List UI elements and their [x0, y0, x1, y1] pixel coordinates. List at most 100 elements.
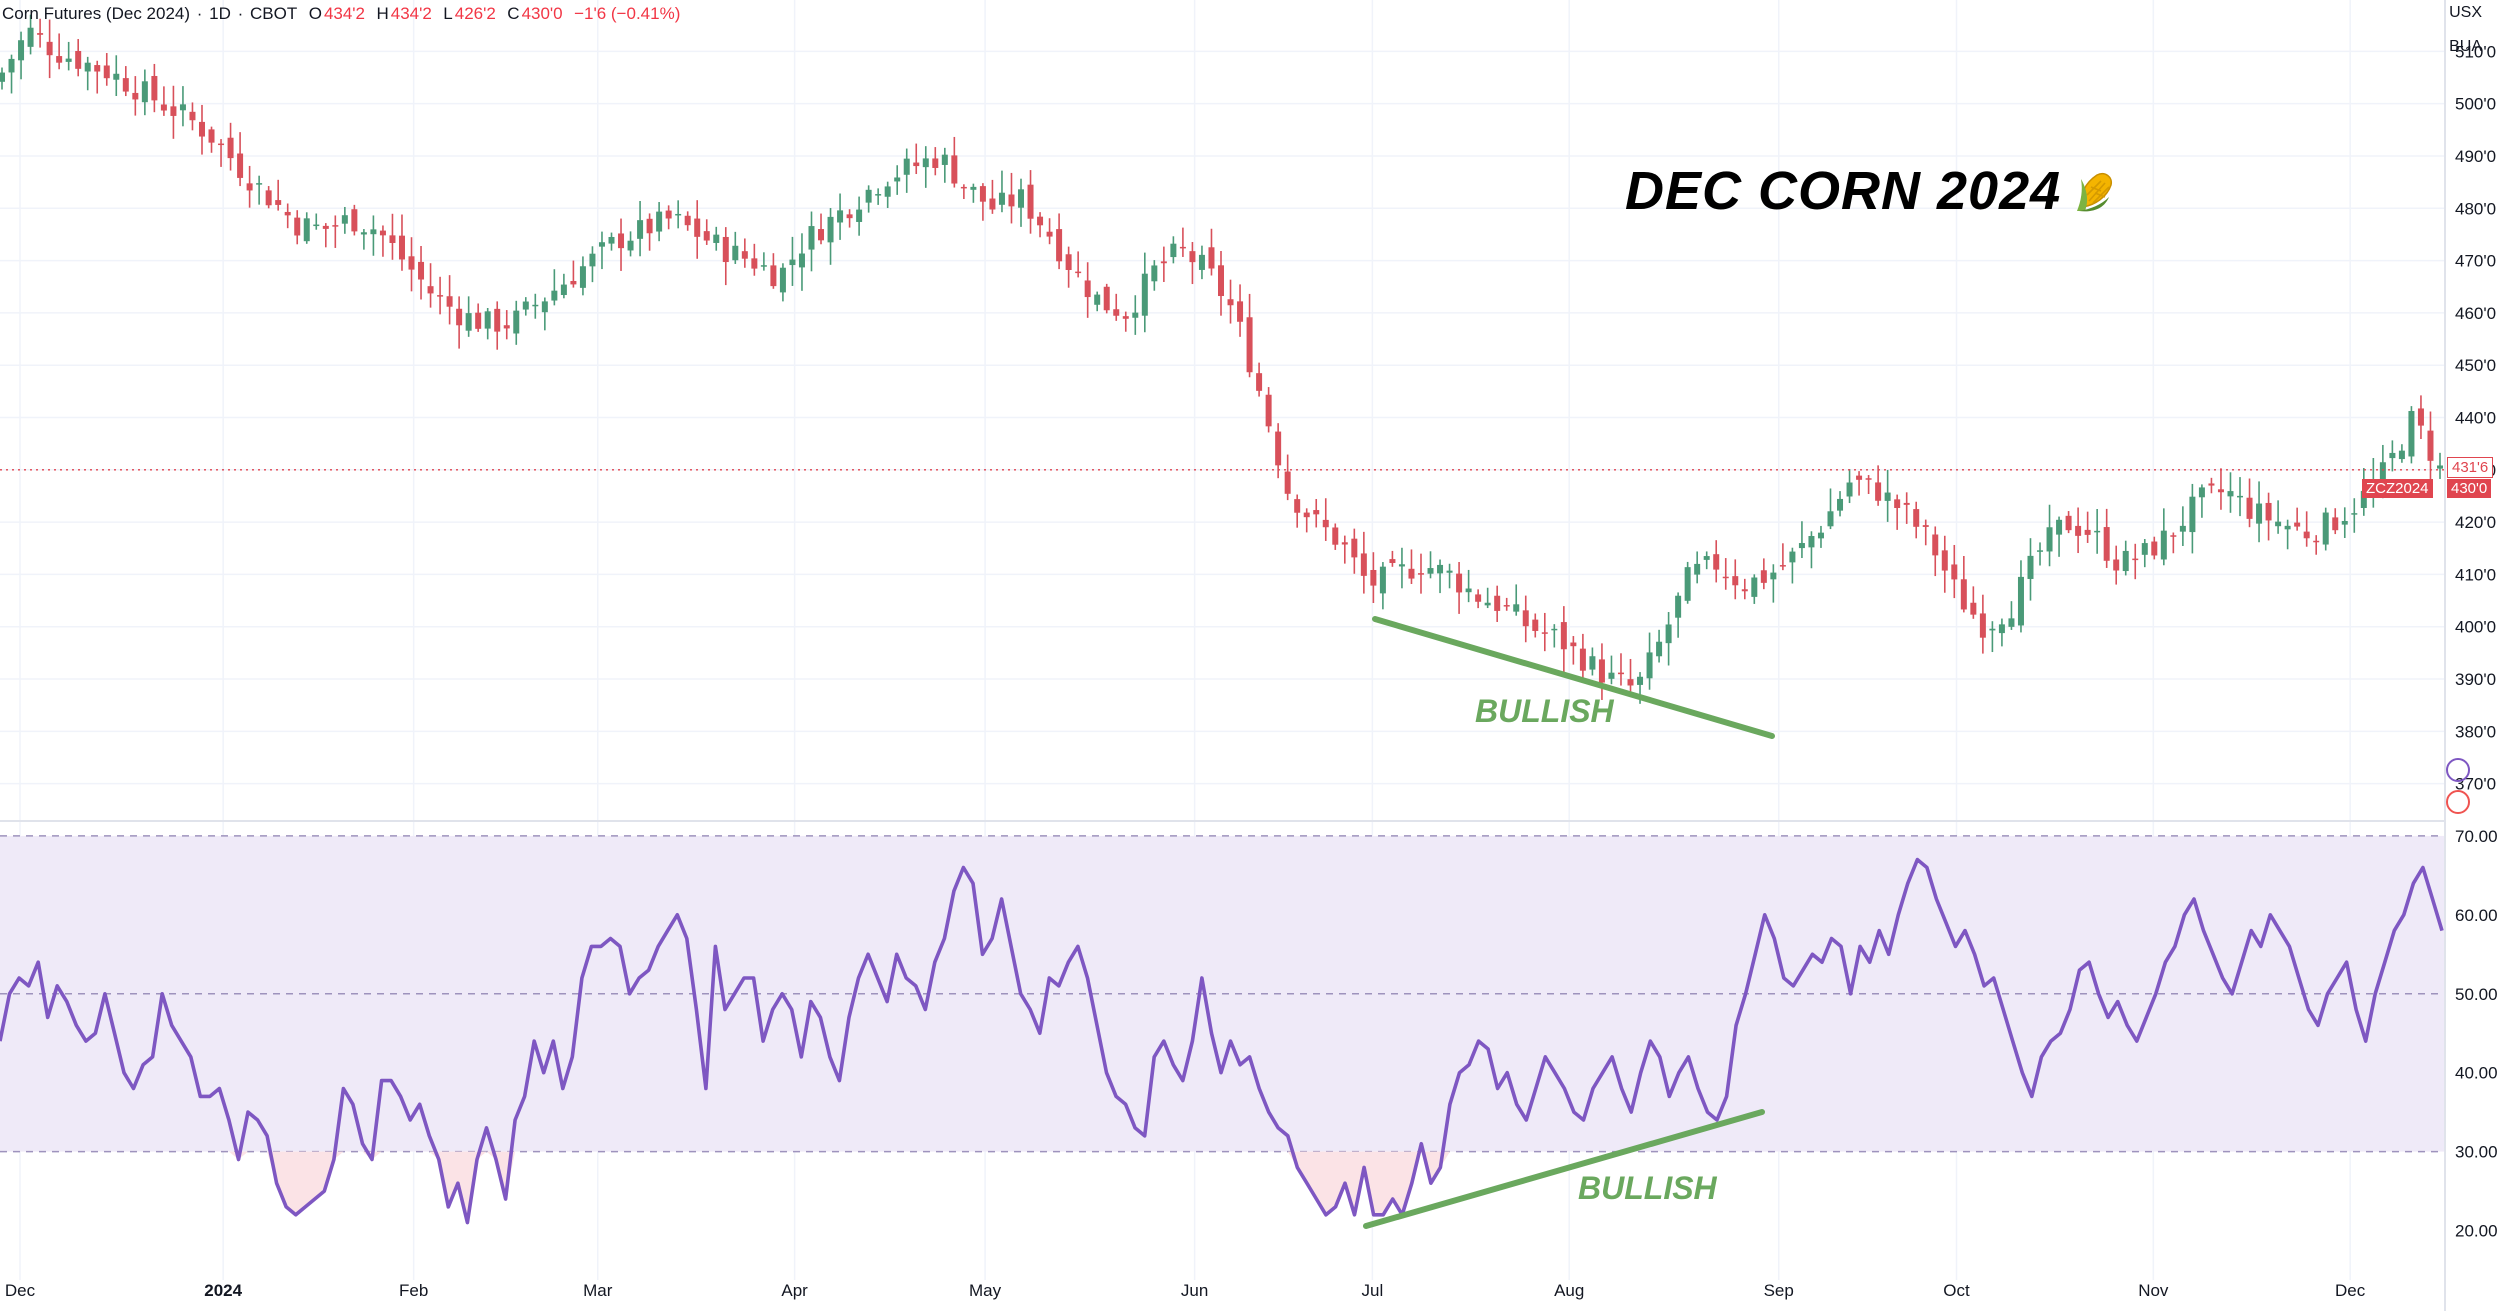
candle[interactable] — [1884, 469, 1891, 522]
price-trendline[interactable] — [1372, 616, 1775, 739]
candle[interactable] — [1084, 262, 1091, 318]
candle[interactable] — [1379, 562, 1386, 610]
candle[interactable] — [1456, 561, 1463, 614]
candlestick-series[interactable] — [0, 14, 2443, 704]
candle[interactable] — [922, 146, 929, 188]
candle[interactable] — [2027, 538, 2034, 601]
candle[interactable] — [2132, 543, 2139, 580]
candle[interactable] — [865, 185, 872, 213]
candle[interactable] — [808, 211, 815, 272]
candle[interactable] — [84, 56, 91, 91]
currency-unit[interactable]: USX — [2449, 4, 2482, 21]
candle[interactable] — [1913, 501, 1920, 539]
candle[interactable] — [503, 310, 510, 340]
candle[interactable] — [2284, 519, 2291, 550]
candle[interactable] — [1170, 236, 1177, 264]
candle[interactable] — [656, 202, 663, 242]
candle[interactable] — [1979, 594, 1986, 654]
candle[interactable] — [294, 210, 301, 245]
candle[interactable] — [1398, 547, 1405, 589]
candle[interactable] — [903, 148, 910, 193]
candle[interactable] — [2160, 508, 2167, 566]
candle[interactable] — [1208, 228, 1215, 276]
candle[interactable] — [713, 226, 720, 251]
candle[interactable] — [779, 263, 786, 302]
candle[interactable] — [75, 39, 82, 77]
candle[interactable] — [46, 19, 53, 79]
candle[interactable] — [1303, 508, 1310, 533]
candle[interactable] — [1837, 491, 1844, 517]
candle[interactable] — [2094, 509, 2101, 554]
candle[interactable] — [18, 31, 25, 80]
candle[interactable] — [1341, 535, 1348, 564]
candle[interactable] — [979, 183, 986, 221]
candle[interactable] — [1608, 655, 1615, 685]
candle[interactable] — [1989, 621, 1996, 653]
candle[interactable] — [760, 252, 767, 271]
candle[interactable] — [665, 205, 672, 230]
candle[interactable] — [1598, 643, 1605, 700]
candle[interactable] — [2408, 406, 2415, 464]
candle[interactable] — [1179, 227, 1186, 257]
candle[interactable] — [551, 269, 558, 306]
candle[interactable] — [2217, 468, 2224, 510]
candle[interactable] — [341, 206, 348, 234]
candle[interactable] — [189, 102, 196, 131]
candle[interactable] — [1265, 387, 1272, 433]
candle[interactable] — [751, 243, 758, 276]
candle[interactable] — [160, 86, 167, 116]
candle[interactable] — [1075, 251, 1082, 278]
candle[interactable] — [179, 86, 186, 127]
candle[interactable] — [303, 212, 310, 244]
candle[interactable] — [970, 183, 977, 203]
candle[interactable] — [789, 236, 796, 286]
candle[interactable] — [884, 181, 891, 209]
candle[interactable] — [2303, 511, 2310, 547]
candle[interactable] — [1932, 526, 1939, 577]
candle[interactable] — [360, 229, 367, 250]
candle[interactable] — [494, 301, 501, 350]
candle[interactable] — [2256, 481, 2263, 543]
indicator-marker-icon[interactable] — [2446, 790, 2470, 814]
candle[interactable] — [37, 18, 44, 48]
candle[interactable] — [2037, 542, 2044, 566]
candle[interactable] — [522, 297, 529, 316]
candle[interactable] — [170, 85, 177, 139]
candle[interactable] — [2056, 516, 2063, 557]
candle[interactable] — [608, 232, 615, 251]
candle[interactable] — [627, 231, 634, 257]
candle[interactable] — [570, 260, 577, 288]
candle[interactable] — [1627, 658, 1634, 695]
candle[interactable] — [8, 54, 15, 94]
candle[interactable] — [1037, 212, 1044, 238]
candle[interactable] — [960, 184, 967, 200]
candle[interactable] — [1141, 252, 1148, 333]
candle[interactable] — [2008, 601, 2015, 630]
candle[interactable] — [1560, 606, 1567, 673]
candle[interactable] — [1551, 624, 1558, 648]
candle[interactable] — [1065, 246, 1072, 288]
candle[interactable] — [1284, 454, 1291, 501]
candle[interactable] — [1970, 586, 1977, 619]
candle[interactable] — [1408, 549, 1415, 585]
candle[interactable] — [1779, 543, 1786, 571]
candle[interactable] — [2141, 539, 2148, 568]
candle[interactable] — [1218, 251, 1224, 316]
candle[interactable] — [694, 200, 701, 259]
candle[interactable] — [265, 186, 272, 209]
candle[interactable] — [684, 211, 691, 231]
candle[interactable] — [284, 203, 291, 229]
candle[interactable] — [2351, 498, 2358, 533]
candle[interactable] — [1027, 170, 1034, 234]
candle[interactable] — [2237, 477, 2244, 517]
candle[interactable] — [1865, 475, 1872, 494]
candle[interactable] — [1684, 561, 1691, 604]
candle[interactable] — [1056, 213, 1063, 270]
candle[interactable] — [2170, 532, 2177, 554]
candle[interactable] — [798, 233, 805, 291]
candle[interactable] — [446, 275, 453, 325]
candle[interactable] — [122, 66, 129, 97]
candle[interactable] — [1008, 172, 1015, 224]
candle[interactable] — [598, 231, 605, 270]
time-axis[interactable]: Dec 2024 Feb Mar Apr May Jun Jul Aug Sep Oct Nov Dec — [5, 1281, 2366, 1300]
